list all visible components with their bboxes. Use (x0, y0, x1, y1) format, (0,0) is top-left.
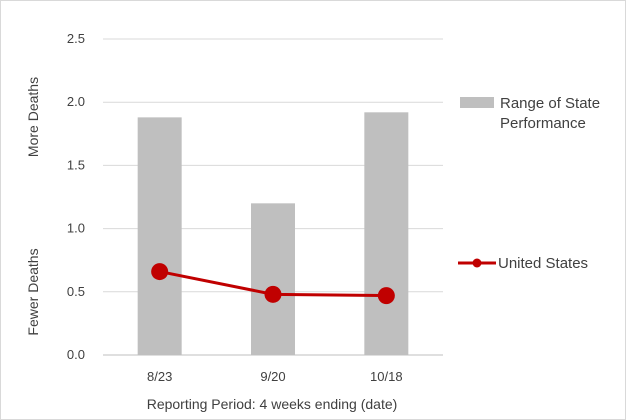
us-point-8/23 (151, 263, 169, 281)
legend-swatch-us-marker (472, 258, 482, 268)
x-tick-label: 9/20 (260, 369, 285, 384)
bar-series (137, 112, 409, 355)
legend: Range of State Performance United States (458, 95, 600, 272)
x-axis-label: Reporting Period: 4 weeks ending (date) (147, 396, 398, 412)
y-tick-label: 2.0 (67, 94, 85, 109)
y-tick-label: 1.5 (67, 157, 85, 172)
y-axis-label-bottom: Fewer Deaths (25, 248, 41, 335)
bar-9/20 (251, 203, 295, 355)
y-tick-label: 0.5 (67, 284, 85, 299)
y-axis-label-top: More Deaths (25, 77, 41, 157)
legend-label-us: United States (498, 255, 588, 272)
us-point-9/20 (264, 285, 282, 303)
y-axis-ticks: 0.0 0.5 1.0 1.5 2.0 2.5 (67, 31, 85, 362)
y-tick-label: 2.5 (67, 31, 85, 46)
x-axis-ticks: 8/23 9/20 10/18 (147, 369, 403, 384)
legend-swatch-range (460, 97, 494, 108)
bar-10/18 (364, 112, 409, 355)
line-series (151, 263, 395, 305)
bar-8/23 (137, 117, 182, 355)
y-tick-label: 1.0 (67, 221, 85, 236)
legend-label-range-line1: Range of State (500, 95, 600, 112)
y-tick-label: 0.0 (67, 347, 85, 362)
us-point-10/18 (377, 287, 395, 305)
x-tick-label: 10/18 (370, 369, 403, 384)
x-tick-label: 8/23 (147, 369, 172, 384)
legend-label-range-line2: Performance (500, 115, 586, 132)
